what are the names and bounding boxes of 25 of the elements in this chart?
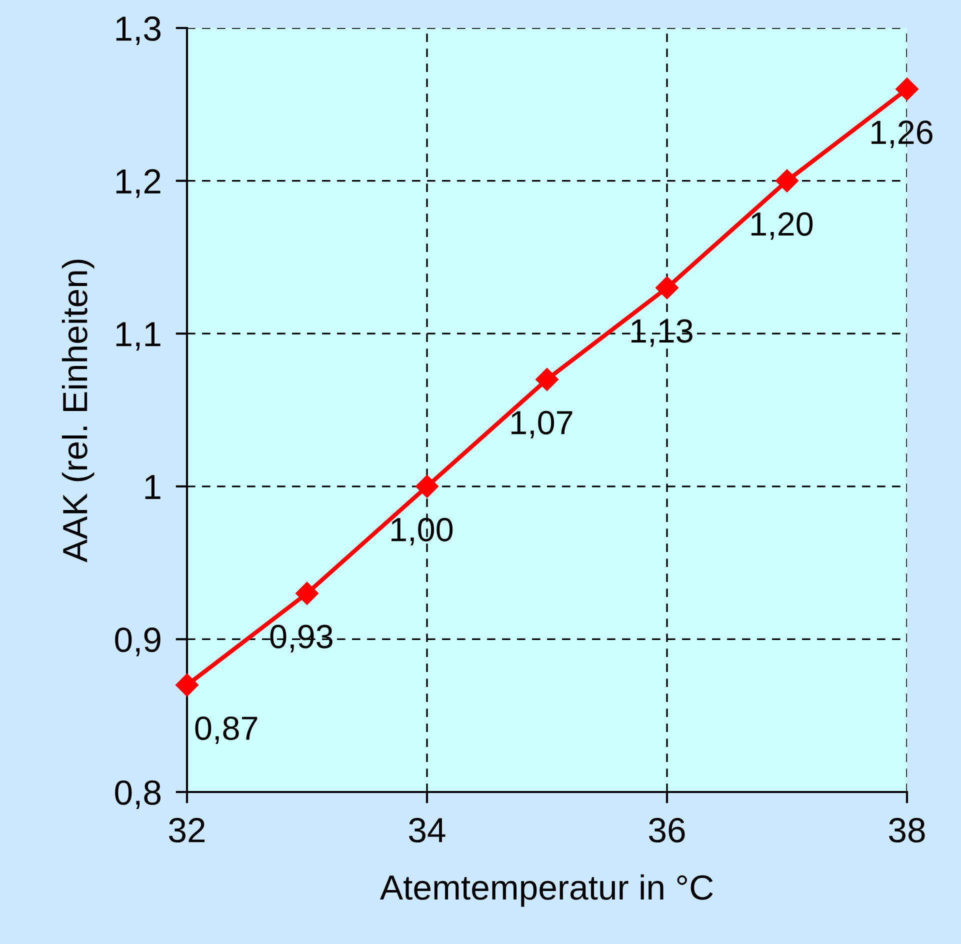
x-tick-label: 32 [169, 818, 205, 843]
data-label: 1,00 [392, 518, 453, 546]
point [536, 368, 558, 391]
point [296, 582, 318, 605]
y-tick-label: 1,1 [116, 322, 160, 351]
x-tick-label: 36 [649, 818, 685, 843]
x-tick-label: 38 [889, 818, 925, 843]
point [656, 276, 678, 300]
y-tick-label: 1 [145, 475, 160, 499]
point [776, 169, 798, 192]
point [416, 474, 438, 498]
point [896, 78, 918, 101]
data-label: 0,93 [270, 624, 332, 652]
data-label: 1,07 [512, 410, 572, 438]
y-tick-label: 1,2 [116, 169, 160, 198]
y-tick-label: 1,3 [116, 16, 160, 46]
y-tick-label: 0,8 [115, 780, 160, 810]
point [176, 674, 198, 697]
y-axis-title: AAK (rel. Einheiten) [62, 260, 94, 562]
data-label: 0,87 [195, 716, 258, 744]
x-axis-title: Atemtemperatur in °C [380, 874, 713, 907]
y-tick-label: 0,9 [115, 628, 160, 656]
data-label: 1,20 [752, 212, 813, 240]
x-tick-label: 34 [409, 818, 446, 843]
data-label: 1,26 [872, 120, 932, 148]
